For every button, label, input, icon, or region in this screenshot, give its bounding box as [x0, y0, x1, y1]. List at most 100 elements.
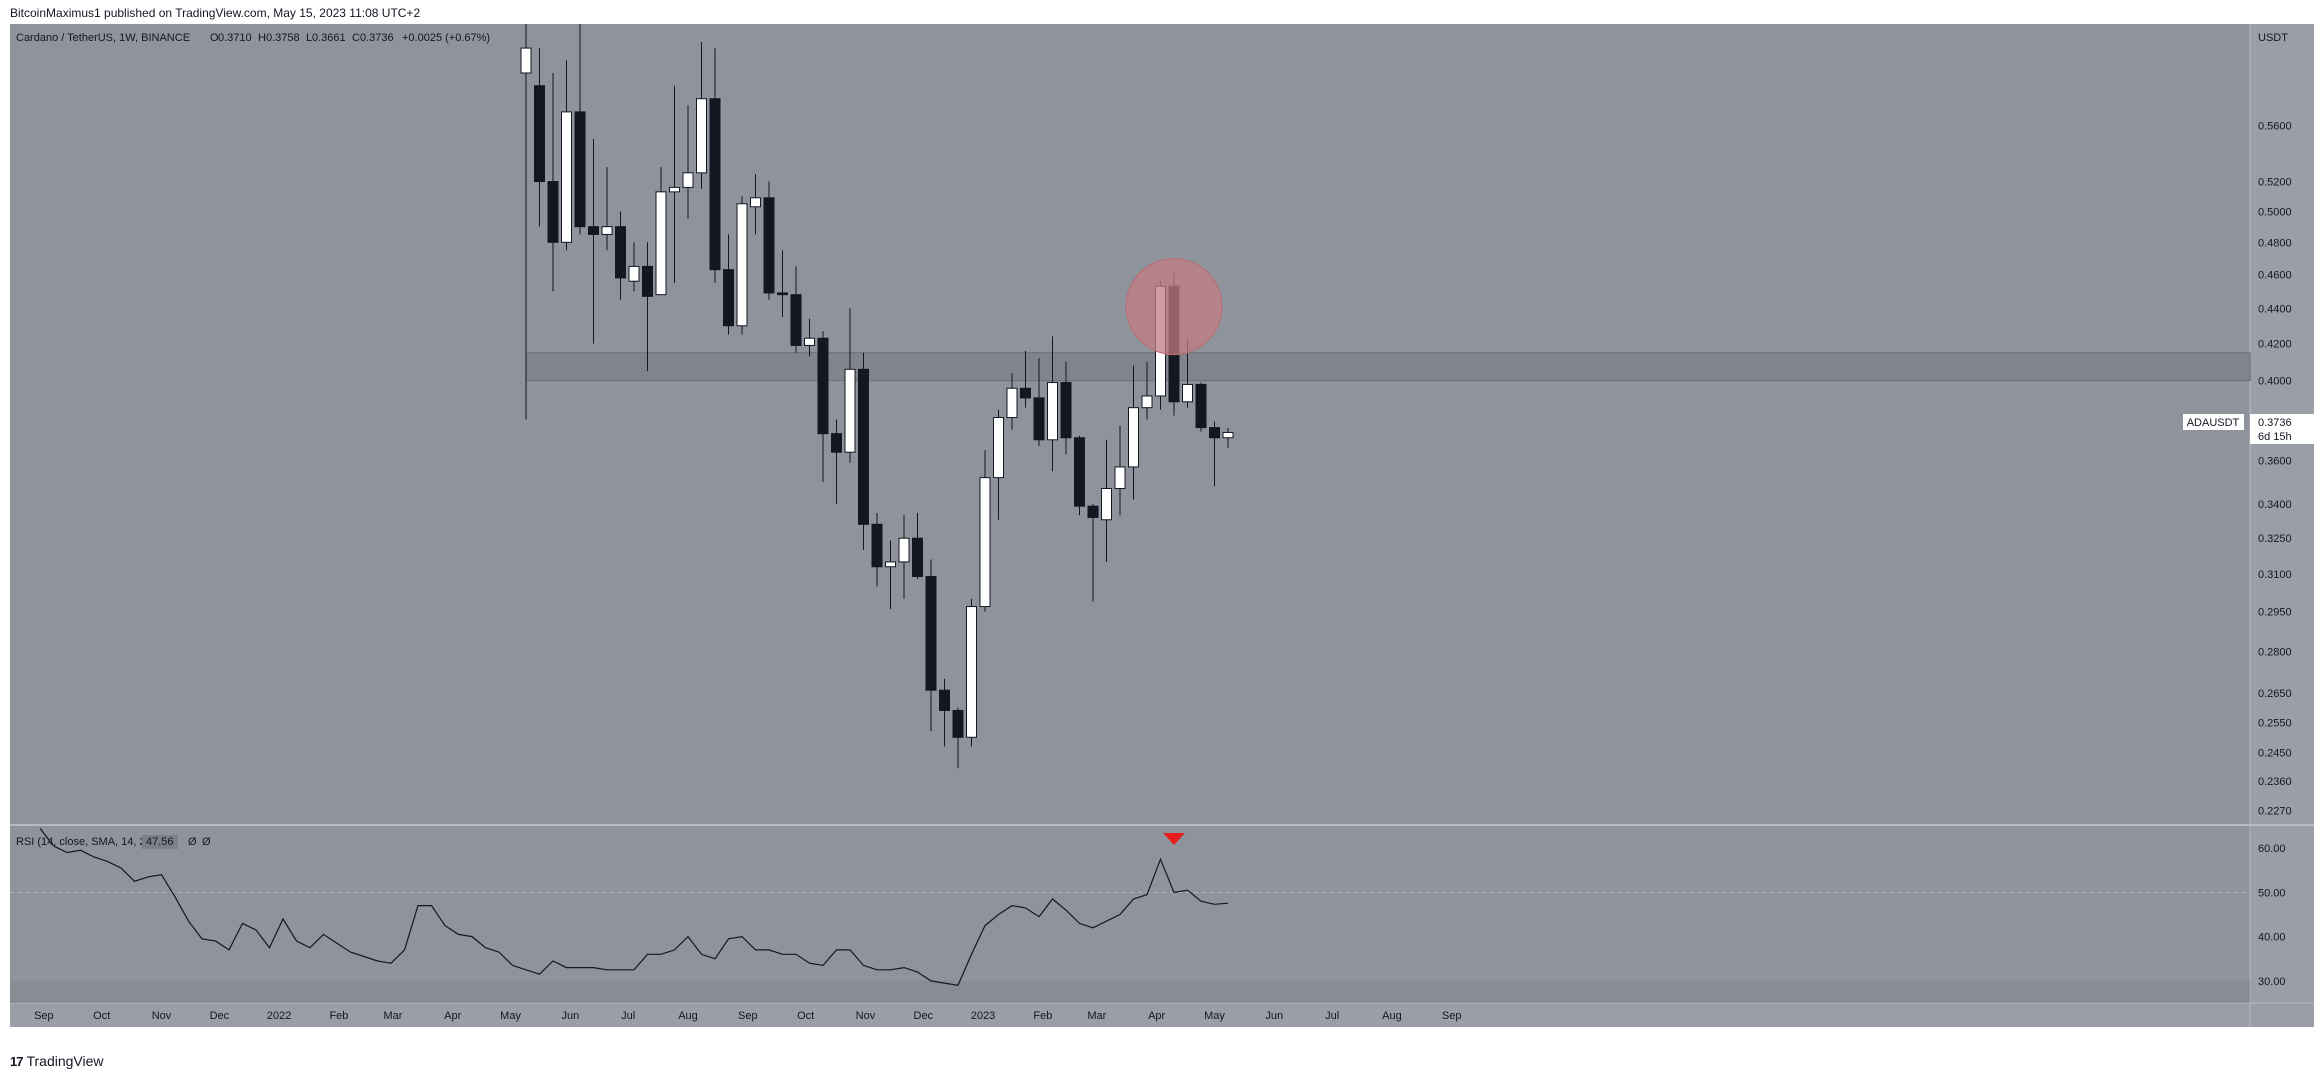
candle[interactable]: [817, 331, 829, 482]
candle[interactable]: [1060, 361, 1072, 455]
horizontal-resistance-zone[interactable]: [525, 352, 2251, 382]
rsi-line[interactable]: [39, 827, 1229, 986]
candle[interactable]: [1222, 427, 1234, 448]
candle-body-bull: [993, 417, 1004, 479]
candle[interactable]: [723, 234, 734, 335]
chart-svg[interactable]: 0.5600 0.5200 0.5000 0.4800 0.4600 0.4400 0.42…: [10, 24, 2314, 1044]
legend-low-value: 0.3661: [312, 32, 346, 44]
candle[interactable]: [574, 24, 586, 235]
tradingview-logo-icon: 17: [10, 1053, 24, 1069]
candle[interactable]: [547, 72, 559, 292]
candle[interactable]: [763, 181, 775, 300]
time-tick-label: Aug: [1382, 1010, 1402, 1022]
candle[interactable]: [804, 318, 815, 357]
candle-body-bull: [1101, 487, 1112, 521]
candle[interactable]: [1033, 358, 1045, 446]
rsi-peak-down-triangle-icon[interactable]: [1163, 833, 1185, 845]
price-tick-label: 0.2950: [2258, 607, 2292, 619]
rsi-value-box: [142, 835, 178, 849]
rsi-pane-background[interactable]: [10, 826, 2250, 1003]
candle[interactable]: [601, 167, 613, 251]
price-tick-label: 0.4000: [2258, 376, 2292, 388]
candle-body-bull: [885, 561, 896, 568]
candle[interactable]: [1114, 425, 1126, 516]
candle-body-bull: [844, 368, 856, 453]
candle-body-bear: [1060, 382, 1072, 439]
candle[interactable]: [790, 266, 802, 353]
candle[interactable]: [1087, 503, 1099, 602]
price-tick-label: 0.3100: [2258, 569, 2292, 581]
candle[interactable]: [1047, 336, 1058, 472]
candle[interactable]: [534, 48, 545, 227]
rsi-legend-value: 47.56: [146, 836, 174, 848]
time-axis-background[interactable]: [10, 1003, 2314, 1027]
candle-body-bull: [1128, 407, 1139, 468]
legend-open-value: 0.3710: [218, 32, 252, 44]
candle-body-bull: [804, 337, 815, 346]
candle[interactable]: [669, 85, 680, 283]
time-tick-label: Oct: [797, 1010, 814, 1022]
candle-body-bull: [669, 186, 680, 193]
candle[interactable]: [1141, 361, 1153, 420]
candle[interactable]: [1195, 382, 1207, 432]
candle[interactable]: [1128, 365, 1139, 500]
time-tick-label: Sep: [1442, 1010, 1462, 1022]
candle-body-bear: [777, 292, 788, 296]
legend-high-label: H: [258, 32, 266, 44]
candle[interactable]: [588, 138, 599, 344]
candle[interactable]: [655, 167, 667, 296]
candle[interactable]: [871, 512, 883, 587]
candle[interactable]: [979, 450, 991, 612]
candle[interactable]: [615, 211, 626, 300]
candle[interactable]: [831, 419, 842, 504]
legend-open-label: O: [210, 32, 219, 44]
candle[interactable]: [966, 598, 977, 747]
candle[interactable]: [844, 308, 856, 463]
candle-body-bull: [1114, 466, 1126, 489]
symbol-tag-text: ADAUSDT: [2187, 417, 2240, 429]
symbol-tag-box: [2183, 414, 2244, 430]
chart-frame[interactable]: 0.5600 0.5200 0.5000 0.4800 0.4600 0.4400 0.42…: [10, 24, 2314, 1044]
candle[interactable]: [561, 60, 572, 251]
highlight-circle[interactable]: [1125, 258, 1223, 356]
candle[interactable]: [750, 174, 761, 235]
price-tick-label: 0.4200: [2258, 339, 2292, 351]
candle[interactable]: [885, 540, 896, 610]
candle[interactable]: [628, 242, 640, 292]
candle[interactable]: [925, 559, 937, 732]
time-tick-label: Dec: [914, 1010, 934, 1022]
candle[interactable]: [777, 250, 788, 317]
candle[interactable]: [682, 105, 694, 219]
price-tick-label: 0.4600: [2258, 270, 2292, 282]
candle[interactable]: [1006, 373, 1018, 430]
candle[interactable]: [520, 24, 532, 420]
candle[interactable]: [1074, 435, 1085, 516]
candle[interactable]: [912, 512, 923, 579]
candle[interactable]: [1209, 421, 1220, 487]
rsi-legend-label: RSI (14, close, SMA, 14, 2): [16, 836, 149, 848]
rsi-tick-label: 50.00: [2258, 887, 2286, 899]
candle-body-bull: [601, 226, 613, 235]
rsi-oversold-band: [10, 980, 2250, 1003]
candle[interactable]: [642, 242, 653, 372]
candle[interactable]: [858, 352, 869, 550]
tradingview-footer[interactable]: 17 TradingView: [10, 1053, 104, 1069]
price-tick-label: 0.2650: [2258, 688, 2292, 700]
candle[interactable]: [898, 515, 910, 599]
candle[interactable]: [736, 196, 748, 335]
candle[interactable]: [1020, 350, 1031, 408]
candle[interactable]: [709, 48, 721, 283]
time-tick-label: 2022: [267, 1010, 291, 1022]
candle-body-bear: [534, 85, 545, 183]
candle[interactable]: [939, 678, 950, 747]
candle[interactable]: [993, 409, 1004, 520]
candle-body-bear: [790, 294, 802, 346]
candle-body-bull: [682, 172, 694, 188]
time-tick-label: Sep: [738, 1010, 758, 1022]
time-tick-label: Apr: [444, 1010, 461, 1022]
candle[interactable]: [1101, 439, 1112, 562]
last-price-tag[interactable]: ADAUSDT 0.3736 6d 15h: [2183, 414, 2314, 444]
rsi-axis-background[interactable]: [2250, 826, 2314, 1003]
candle[interactable]: [696, 41, 707, 189]
candle[interactable]: [952, 707, 964, 769]
